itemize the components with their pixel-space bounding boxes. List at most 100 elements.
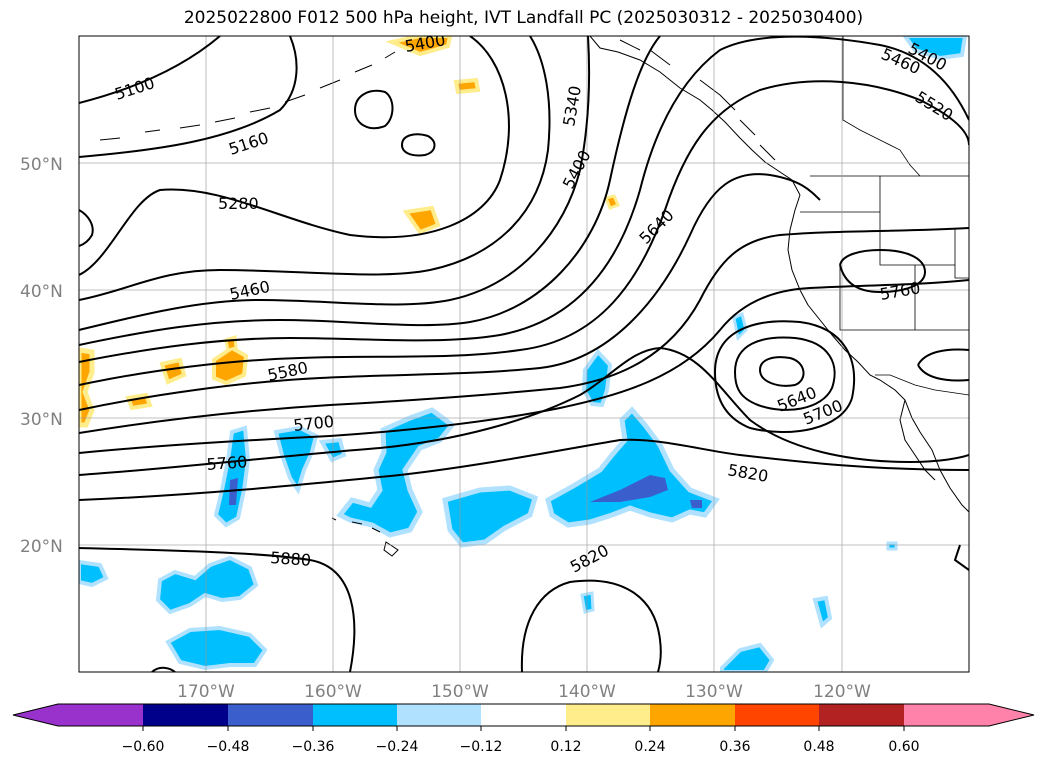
- colorbar-tick-label: −0.24: [376, 739, 419, 755]
- colorbar-tick-label: 0.48: [803, 739, 834, 755]
- pos-region: [224, 334, 238, 352]
- canada-coast-islands: [619, 39, 776, 161]
- contour-5520: [79, 36, 969, 363]
- contour-low-5760: [713, 320, 856, 434]
- colorbar-extend-high: [989, 704, 1034, 726]
- contour-low-5700: [733, 336, 836, 411]
- contour-5880b: [79, 547, 356, 672]
- ivt-shading: [79, 36, 968, 672]
- colorbar-segment: [397, 704, 481, 726]
- colorbar-tick-label: −0.36: [292, 739, 335, 755]
- height-contours: [79, 36, 969, 672]
- contour-5280: [79, 36, 510, 276]
- contour-5340: [79, 36, 551, 301]
- contour-5160: [79, 36, 298, 158]
- lon-label: 130°W: [685, 682, 743, 702]
- contour-closed-5400: [400, 133, 436, 157]
- contour-label: 5700: [292, 412, 334, 435]
- contour-5100: [79, 36, 221, 104]
- map-title: 2025022800 F012 500 hPa height, IVT Land…: [183, 8, 864, 28]
- colorbar-segment: [313, 704, 397, 726]
- contour-5880: [79, 438, 969, 501]
- colorbar-segment: [650, 704, 735, 726]
- neg-region: [79, 559, 109, 588]
- lon-label: 120°W: [813, 682, 871, 702]
- neg-region: [545, 406, 720, 528]
- contour-5640: [79, 173, 821, 411]
- lat-label: 40°N: [20, 282, 63, 302]
- alaska-coast: [589, 36, 801, 196]
- pos-region: [453, 77, 481, 95]
- neg-region: [155, 555, 259, 615]
- colorbar-outline: [12, 703, 1035, 727]
- contour-5820b: [520, 579, 662, 672]
- lat-label: 30°N: [20, 410, 63, 430]
- gridlines: [79, 36, 969, 672]
- colorbar-extend-low: [13, 704, 58, 726]
- colorbar-segment: [819, 704, 904, 726]
- colorbar-tick-label: 0.60: [888, 739, 919, 755]
- colorbar-tick-label: −0.12: [460, 739, 503, 755]
- colorbar-segment: [481, 704, 566, 726]
- coastlines: [99, 36, 969, 557]
- contour-5580: [79, 80, 969, 386]
- pos-region: [159, 357, 187, 385]
- neg-region: [580, 591, 595, 614]
- hawaii: [331, 517, 399, 557]
- neg-region: [213, 425, 251, 528]
- lon-label: 170°W: [177, 682, 235, 702]
- lon-label: 160°W: [304, 682, 362, 702]
- neg-region: [902, 36, 968, 61]
- contour-label: 5280: [218, 194, 259, 213]
- colorbar-tick-label: 0.36: [719, 739, 750, 755]
- contour-low-5640: [758, 356, 805, 387]
- contour-5880-east: [953, 544, 969, 571]
- pos-region: [402, 205, 441, 235]
- contour-label: 5760: [206, 452, 248, 474]
- pos-region: [603, 194, 621, 210]
- contour-ring-80: [79, 209, 94, 247]
- lon-labels: 170°W 160°W 150°W 140°W 130°W 120°W: [177, 682, 871, 702]
- colorbar-tick-label: 0.24: [634, 739, 665, 755]
- contour-5880c: [151, 666, 176, 672]
- contour-5820-east: [917, 348, 969, 382]
- contour-5820: [79, 346, 969, 476]
- baja-coast: [899, 399, 936, 481]
- contour-5760-sw: [839, 248, 927, 294]
- contour-5760: [79, 279, 969, 454]
- colorbar-tick-label: 0.12: [550, 739, 581, 755]
- lat-labels: 50°N 40°N 30°N 20°N: [20, 155, 63, 557]
- neg-region: [720, 642, 775, 672]
- pos-region: [385, 36, 453, 57]
- alaska-canada-border: [842, 36, 921, 177]
- map-frame: [78, 35, 970, 673]
- neg-strong-region: [590, 475, 668, 502]
- neg-strong-region: [690, 500, 702, 508]
- neg-region: [165, 625, 268, 671]
- north-america-coast: [787, 194, 969, 513]
- neg-region: [812, 595, 833, 629]
- aleutian-chain: [99, 51, 396, 141]
- contour-label: 5880: [270, 548, 312, 570]
- colorbar-segment: [566, 704, 650, 726]
- lat-label: 20°N: [20, 537, 63, 557]
- contour-closed-5340: [353, 90, 394, 130]
- neg-region: [886, 541, 898, 551]
- neg-region: [442, 485, 539, 548]
- colorbar: −0.60 −0.48 −0.36 −0.24 −0.12 0.12 0.24 …: [12, 703, 1035, 755]
- colorbar-segment: [143, 704, 228, 726]
- state-borders: [800, 176, 969, 396]
- lat-label: 50°N: [20, 155, 63, 175]
- pos-region: [79, 347, 95, 428]
- lon-label: 140°W: [558, 682, 616, 702]
- colorbar-tick-label: −0.48: [207, 739, 250, 755]
- contour-5400: [79, 36, 591, 331]
- colorbar-segment: [58, 704, 143, 726]
- lon-label: 150°W: [431, 682, 489, 702]
- colorbar-tick-label: −0.60: [122, 739, 165, 755]
- neg-region: [273, 425, 319, 495]
- colorbar-segment: [228, 704, 313, 726]
- colorbar-segment: [904, 704, 989, 726]
- borders: [800, 36, 969, 396]
